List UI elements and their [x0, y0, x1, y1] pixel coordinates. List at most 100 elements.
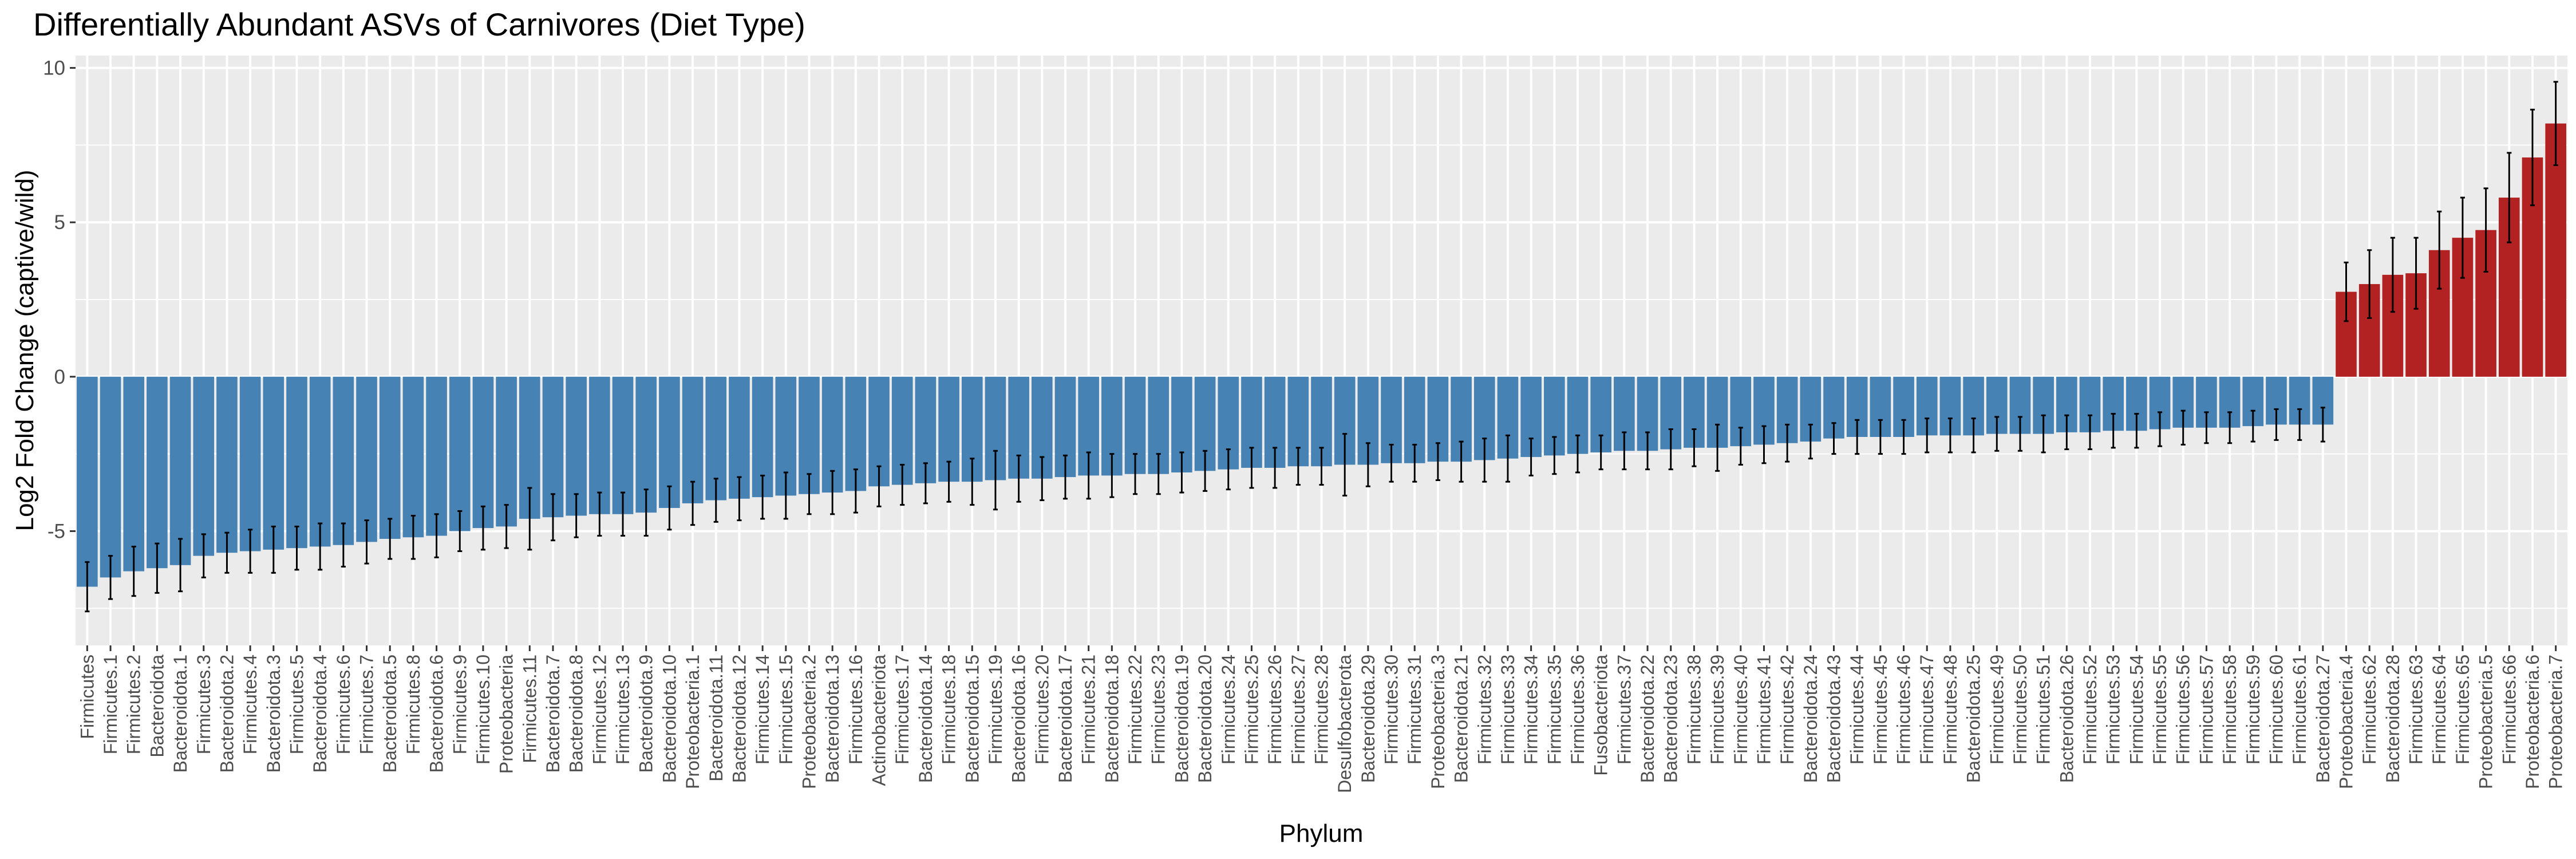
- x-tick-label: Firmicutes.63: [2406, 655, 2427, 765]
- x-tick-label: Bacteroidota.24: [1800, 655, 1821, 783]
- x-tick-label: Actinobacteriota: [869, 655, 890, 786]
- x-tick-label: Bacteroidota.25: [1963, 655, 1984, 783]
- bar: [472, 376, 494, 529]
- x-tick-label: Bacteroidota.18: [1101, 655, 1122, 783]
- x-tick-label: Bacteroidota.17: [1055, 655, 1076, 783]
- x-tick-label: Firmicutes.12: [589, 655, 610, 765]
- y-tick-label: -5: [48, 520, 65, 542]
- x-tick-label: Bacteroidota.14: [915, 655, 936, 783]
- bar: [193, 376, 215, 556]
- x-tick-label: Proteobacteria.7: [2546, 655, 2566, 789]
- x-tick-label: Firmicutes.20: [1032, 655, 1052, 765]
- x-tick-label: Firmicutes.36: [1567, 655, 1588, 765]
- x-tick-label: Firmicutes: [77, 655, 97, 739]
- y-tick-label: 5: [54, 211, 65, 234]
- bar: [123, 376, 145, 572]
- bar: [77, 376, 98, 587]
- x-tick-label: Firmicutes.13: [613, 655, 633, 765]
- x-tick-label: Bacteroidota.8: [566, 655, 587, 773]
- bar: [309, 376, 331, 547]
- x-tick-label: Firmicutes.14: [752, 655, 773, 765]
- x-tick-label: Firmicutes.42: [1777, 655, 1797, 765]
- x-tick-label: Firmicutes.52: [2080, 655, 2100, 765]
- x-tick-label: Firmicutes.6: [333, 655, 354, 754]
- x-tick-label: Firmicutes.55: [2150, 655, 2170, 765]
- x-tick-label: Firmicutes.9: [449, 655, 470, 754]
- x-tick-label: Firmicutes.2: [124, 655, 144, 754]
- bar: [402, 376, 424, 538]
- x-tick-label: Firmicutes.59: [2243, 655, 2263, 765]
- x-tick-label: Bacteroidota.5: [380, 655, 400, 773]
- bars: [77, 123, 2566, 587]
- x-tick-label: Bacteroidota.20: [1195, 655, 1215, 783]
- bar: [496, 376, 517, 527]
- x-tick-label: Firmicutes.60: [2266, 655, 2286, 765]
- x-tick-label: Firmicutes.61: [2289, 655, 2310, 765]
- x-tick-label: Firmicutes.44: [1847, 655, 1867, 765]
- bar: [169, 376, 191, 565]
- x-tick-label: Bacteroidota.28: [2383, 655, 2403, 783]
- x-tick-label: Firmicutes.19: [985, 655, 1006, 765]
- x-tick-label: Firmicutes.24: [1218, 655, 1239, 765]
- x-tick-label: Proteobacteria.4: [2336, 655, 2357, 789]
- bar: [100, 376, 121, 578]
- x-tick-label: Firmicutes.23: [1148, 655, 1169, 765]
- x-tick-label: Bacteroidota.1: [170, 655, 191, 773]
- x-tick-label: Firmicutes.47: [1917, 655, 1937, 765]
- x-tick-label: Firmicutes.58: [2219, 655, 2240, 765]
- x-tick-label: Bacteroidota.23: [1661, 655, 1681, 783]
- x-tick-label: Firmicutes.66: [2499, 655, 2519, 765]
- x-tick-label: Firmicutes.38: [1684, 655, 1704, 765]
- error-bars: [85, 81, 2558, 613]
- bar: [589, 376, 610, 514]
- x-tick-label: Firmicutes.8: [403, 655, 424, 754]
- x-tick-label: Bacteroidota.27: [2313, 655, 2333, 783]
- x-tick-label: Bacteroidota.22: [1637, 655, 1658, 783]
- bar: [566, 376, 587, 516]
- bar: [286, 376, 307, 549]
- x-tick-label: Firmicutes.35: [1544, 655, 1564, 765]
- x-tick-label: Bacteroidota.13: [822, 655, 843, 783]
- x-tick-label: Firmicutes.17: [892, 655, 912, 765]
- x-tick-label: Bacteroidota.16: [1009, 655, 1029, 783]
- x-tick-label: Firmicutes.16: [846, 655, 866, 765]
- y-axis: -5 0 5 10: [43, 57, 76, 542]
- bar: [379, 376, 401, 539]
- x-axis-title: Phylum: [1279, 819, 1364, 848]
- x-tick-label: Firmicutes.27: [1288, 655, 1309, 765]
- x-tick-label: Bacteroidota.3: [263, 655, 284, 773]
- x-tick-label: Proteobacteria.6: [2522, 655, 2543, 789]
- x-tick-label: Firmicutes.5: [286, 655, 307, 754]
- x-tick-label: Bacteroidota.26: [2056, 655, 2077, 783]
- x-tick-label: Firmicutes.33: [1498, 655, 1518, 765]
- x-tick-label: Bacteroidota.9: [636, 655, 657, 773]
- bar: [612, 376, 634, 514]
- bar: [147, 376, 168, 569]
- x-tick-label: Firmicutes.39: [1707, 655, 1728, 765]
- x-tick-label: Bacteroidota.15: [962, 655, 982, 783]
- bar: [426, 376, 447, 536]
- x-tick-label: Firmicutes.54: [2126, 655, 2147, 765]
- x-tick-label: Firmicutes.37: [1614, 655, 1634, 765]
- x-tick-label: Firmicutes.30: [1381, 655, 1402, 765]
- x-tick-label: Firmicutes.46: [1894, 655, 1914, 765]
- bar: [356, 376, 377, 542]
- bar: [263, 376, 285, 550]
- x-tick-label: Firmicutes.45: [1870, 655, 1891, 765]
- bar: [239, 376, 261, 551]
- x-tick-label: Bacteroidota.19: [1171, 655, 1192, 783]
- x-tick-label: Fusobacteriota: [1591, 655, 1611, 776]
- x-tick-label: Firmicutes.64: [2429, 655, 2449, 765]
- x-tick-label: Bacteroidota.29: [1358, 655, 1378, 783]
- x-tick-label: Proteobacteria.3: [1428, 655, 1448, 789]
- bar: [216, 376, 238, 553]
- x-tick-label: Bacteroidota.7: [543, 655, 563, 773]
- x-tick-label: Firmicutes.56: [2173, 655, 2194, 765]
- x-tick-label: Firmicutes.28: [1311, 655, 1332, 765]
- x-tick-label: Firmicutes.62: [2359, 655, 2380, 765]
- x-tick-label: Firmicutes.4: [240, 655, 260, 754]
- x-tick-label: Firmicutes.22: [1125, 655, 1145, 765]
- x-tick-label: Bacteroidota.11: [706, 655, 726, 782]
- x-tick-label: Bacteroidota.43: [1824, 655, 1844, 783]
